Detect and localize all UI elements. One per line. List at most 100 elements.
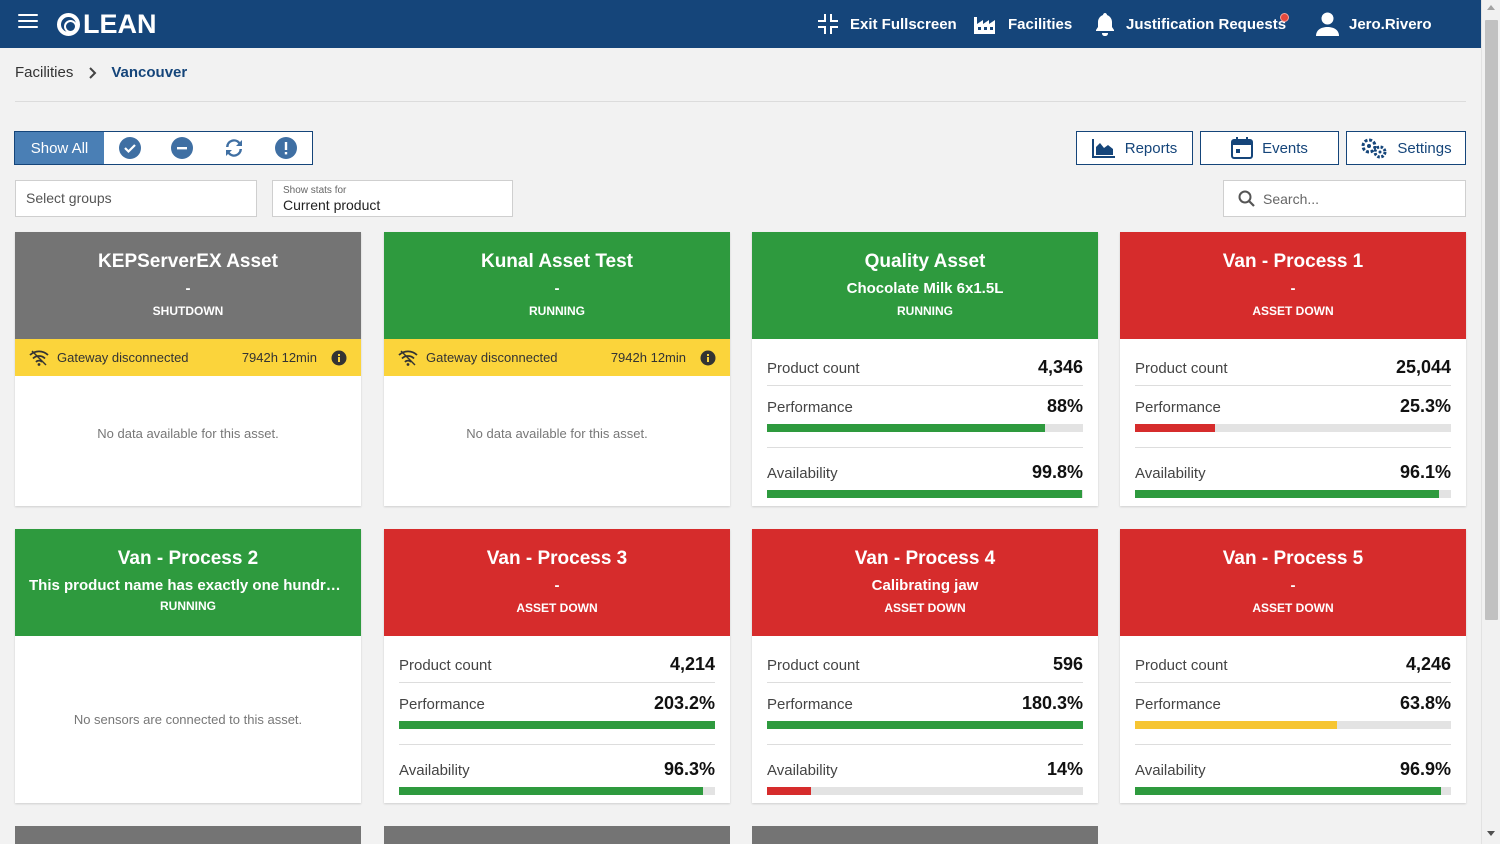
scroll-down-arrow-icon[interactable] [1487,831,1495,836]
exclamation-circle-icon [275,137,297,159]
scroll-up-arrow-icon[interactable] [1487,5,1495,10]
metric-divider [1135,744,1451,745]
performance-bar [399,721,715,729]
metric-label: Product count [767,360,860,377]
availability-bar-fill [1135,490,1439,498]
metric-value: 4,346 [1037,357,1083,377]
asset-card-kunal[interactable]: Kunal Asset Test - RUNNING Gateway disco… [384,232,730,506]
filter-changeover-button[interactable] [208,132,260,164]
asset-card-van-process-1[interactable]: Van - Process 1 - ASSET DOWN Product cou… [1120,232,1466,506]
card-title: Van - Process 5 [1222,548,1364,569]
card-status: ASSET DOWN [1252,601,1334,615]
metric-value: 99.8% [1031,462,1083,482]
card-product: - [1290,577,1296,594]
metric-divider [767,744,1083,745]
card-title: Van - Process 1 [1222,251,1364,272]
scroll-thumb[interactable] [1485,20,1498,620]
warning-duration: 7942h 12min [241,350,317,365]
filter-shutdown-button[interactable] [156,132,208,164]
metric-label: Product count [1135,360,1228,377]
filter-running-button[interactable] [104,132,156,164]
show-stats-label: Show stats for [283,185,347,196]
metric-value: 25,044 [1395,357,1451,377]
breadcrumb: Facilities Vancouver [15,64,187,81]
metric-label: Product count [767,657,860,674]
asset-card-van-process-4[interactable]: Van - Process 4 Calibrating jaw ASSET DO… [752,529,1098,803]
notification-badge [1280,13,1289,22]
card-status: ASSET DOWN [516,601,598,615]
card-header: Kunal Asset Test - RUNNING [384,232,730,339]
settings-button[interactable]: Settings [1346,131,1466,165]
no-data-message: No data available for this asset. [97,426,279,441]
metric-value: 63.8% [1399,693,1451,713]
logo-ring-icon [57,12,80,36]
card-header: Van - Process 2 This product name has ex… [15,529,361,636]
metric-divider [399,682,715,683]
filter-show-all-button[interactable]: Show All [15,132,104,164]
card-status: SHUTDOWN [152,304,224,318]
page-scrollbar[interactable] [1481,0,1500,844]
breadcrumb-facilities-link[interactable]: Facilities [15,64,74,81]
user-name: Jero.Rivero [1349,15,1432,33]
asset-card-van-process-5[interactable]: Van - Process 5 - ASSET DOWN Product cou… [1120,529,1466,803]
asset-card-partial[interactable] [15,826,361,844]
user-menu-button[interactable]: Jero.Rivero [1316,0,1432,48]
asset-card-van-process-3[interactable]: Van - Process 3 - ASSET DOWN Product cou… [384,529,730,803]
info-icon[interactable] [700,350,716,366]
performance-bar-fill [767,424,1046,432]
availability-bar [767,787,1083,795]
header-divider [15,101,1466,102]
app-logo[interactable]: LEAN [57,9,157,39]
metric-label: Availability [399,762,470,779]
performance-bar-fill [1135,424,1215,432]
metric-divider [399,744,715,745]
search-input[interactable] [1263,190,1453,207]
card-status: RUNNING [529,304,585,318]
status-filter-group: Show All [14,131,313,165]
availability-metric: Availability 96.1% [1135,462,1451,498]
asset-card-quality[interactable]: Quality Asset Chocolate Milk 6x1.5L RUNN… [752,232,1098,506]
card-title: Quality Asset [864,251,986,272]
product-count-metric: Product count 4,346 [767,357,1083,386]
metric-label: Availability [1135,762,1206,779]
asset-card-partial[interactable] [752,826,1098,844]
performance-metric: Performance 25.3% [1135,396,1451,448]
check-circle-icon [119,137,141,159]
reports-button[interactable]: Reports [1076,131,1193,165]
events-button[interactable]: Events [1200,131,1339,165]
reports-label: Reports [1124,139,1178,157]
metric-value: 96.3% [663,759,715,779]
gateway-warning: Gateway disconnected 7942h 12min [15,339,361,376]
metric-label: Performance [1135,399,1221,416]
exit-fullscreen-button[interactable]: Exit Fullscreen [816,0,957,48]
asset-card-partial[interactable] [384,826,730,844]
show-stats-select[interactable]: Show stats for Current product [272,180,513,217]
card-header: Quality Asset Chocolate Milk 6x1.5L RUNN… [752,232,1098,339]
settings-label: Settings [1397,139,1452,157]
metric-label: Performance [1135,696,1221,713]
filter-alert-button[interactable] [260,132,312,164]
metric-divider [1135,385,1451,386]
compress-icon [818,14,838,34]
facilities-nav-button[interactable]: Facilities [973,0,1072,48]
no-sensors-message: No sensors are connected to this asset. [73,712,303,727]
chevron-right-icon [89,66,97,79]
search-icon [1238,190,1255,207]
asset-card-kepserverex[interactable]: KEPServerEX Asset - SHUTDOWN Gateway dis… [15,232,361,506]
card-status: RUNNING [160,599,216,613]
asset-card-van-process-2[interactable]: Van - Process 2 This product name has ex… [15,529,361,803]
top-bar: LEAN Exit Fullscreen Facilities Justific… [0,0,1481,48]
hamburger-menu-icon[interactable] [18,14,38,32]
select-groups-dropdown[interactable]: Select groups [15,180,257,217]
card-product: Chocolate Milk 6x1.5L [846,280,1004,297]
metric-value: 88% [1046,396,1083,416]
availability-metric: Availability 96.9% [1135,759,1451,795]
exit-fullscreen-label: Exit Fullscreen [850,15,957,33]
metric-divider [767,385,1083,386]
availability-bar [1135,787,1451,795]
justification-requests-button[interactable]: Justification Requests [1094,0,1286,48]
product-count-metric: Product count 4,214 [399,654,715,683]
product-count-metric: Product count 596 [767,654,1083,683]
availability-bar-fill [399,787,704,795]
info-icon[interactable] [331,350,347,366]
